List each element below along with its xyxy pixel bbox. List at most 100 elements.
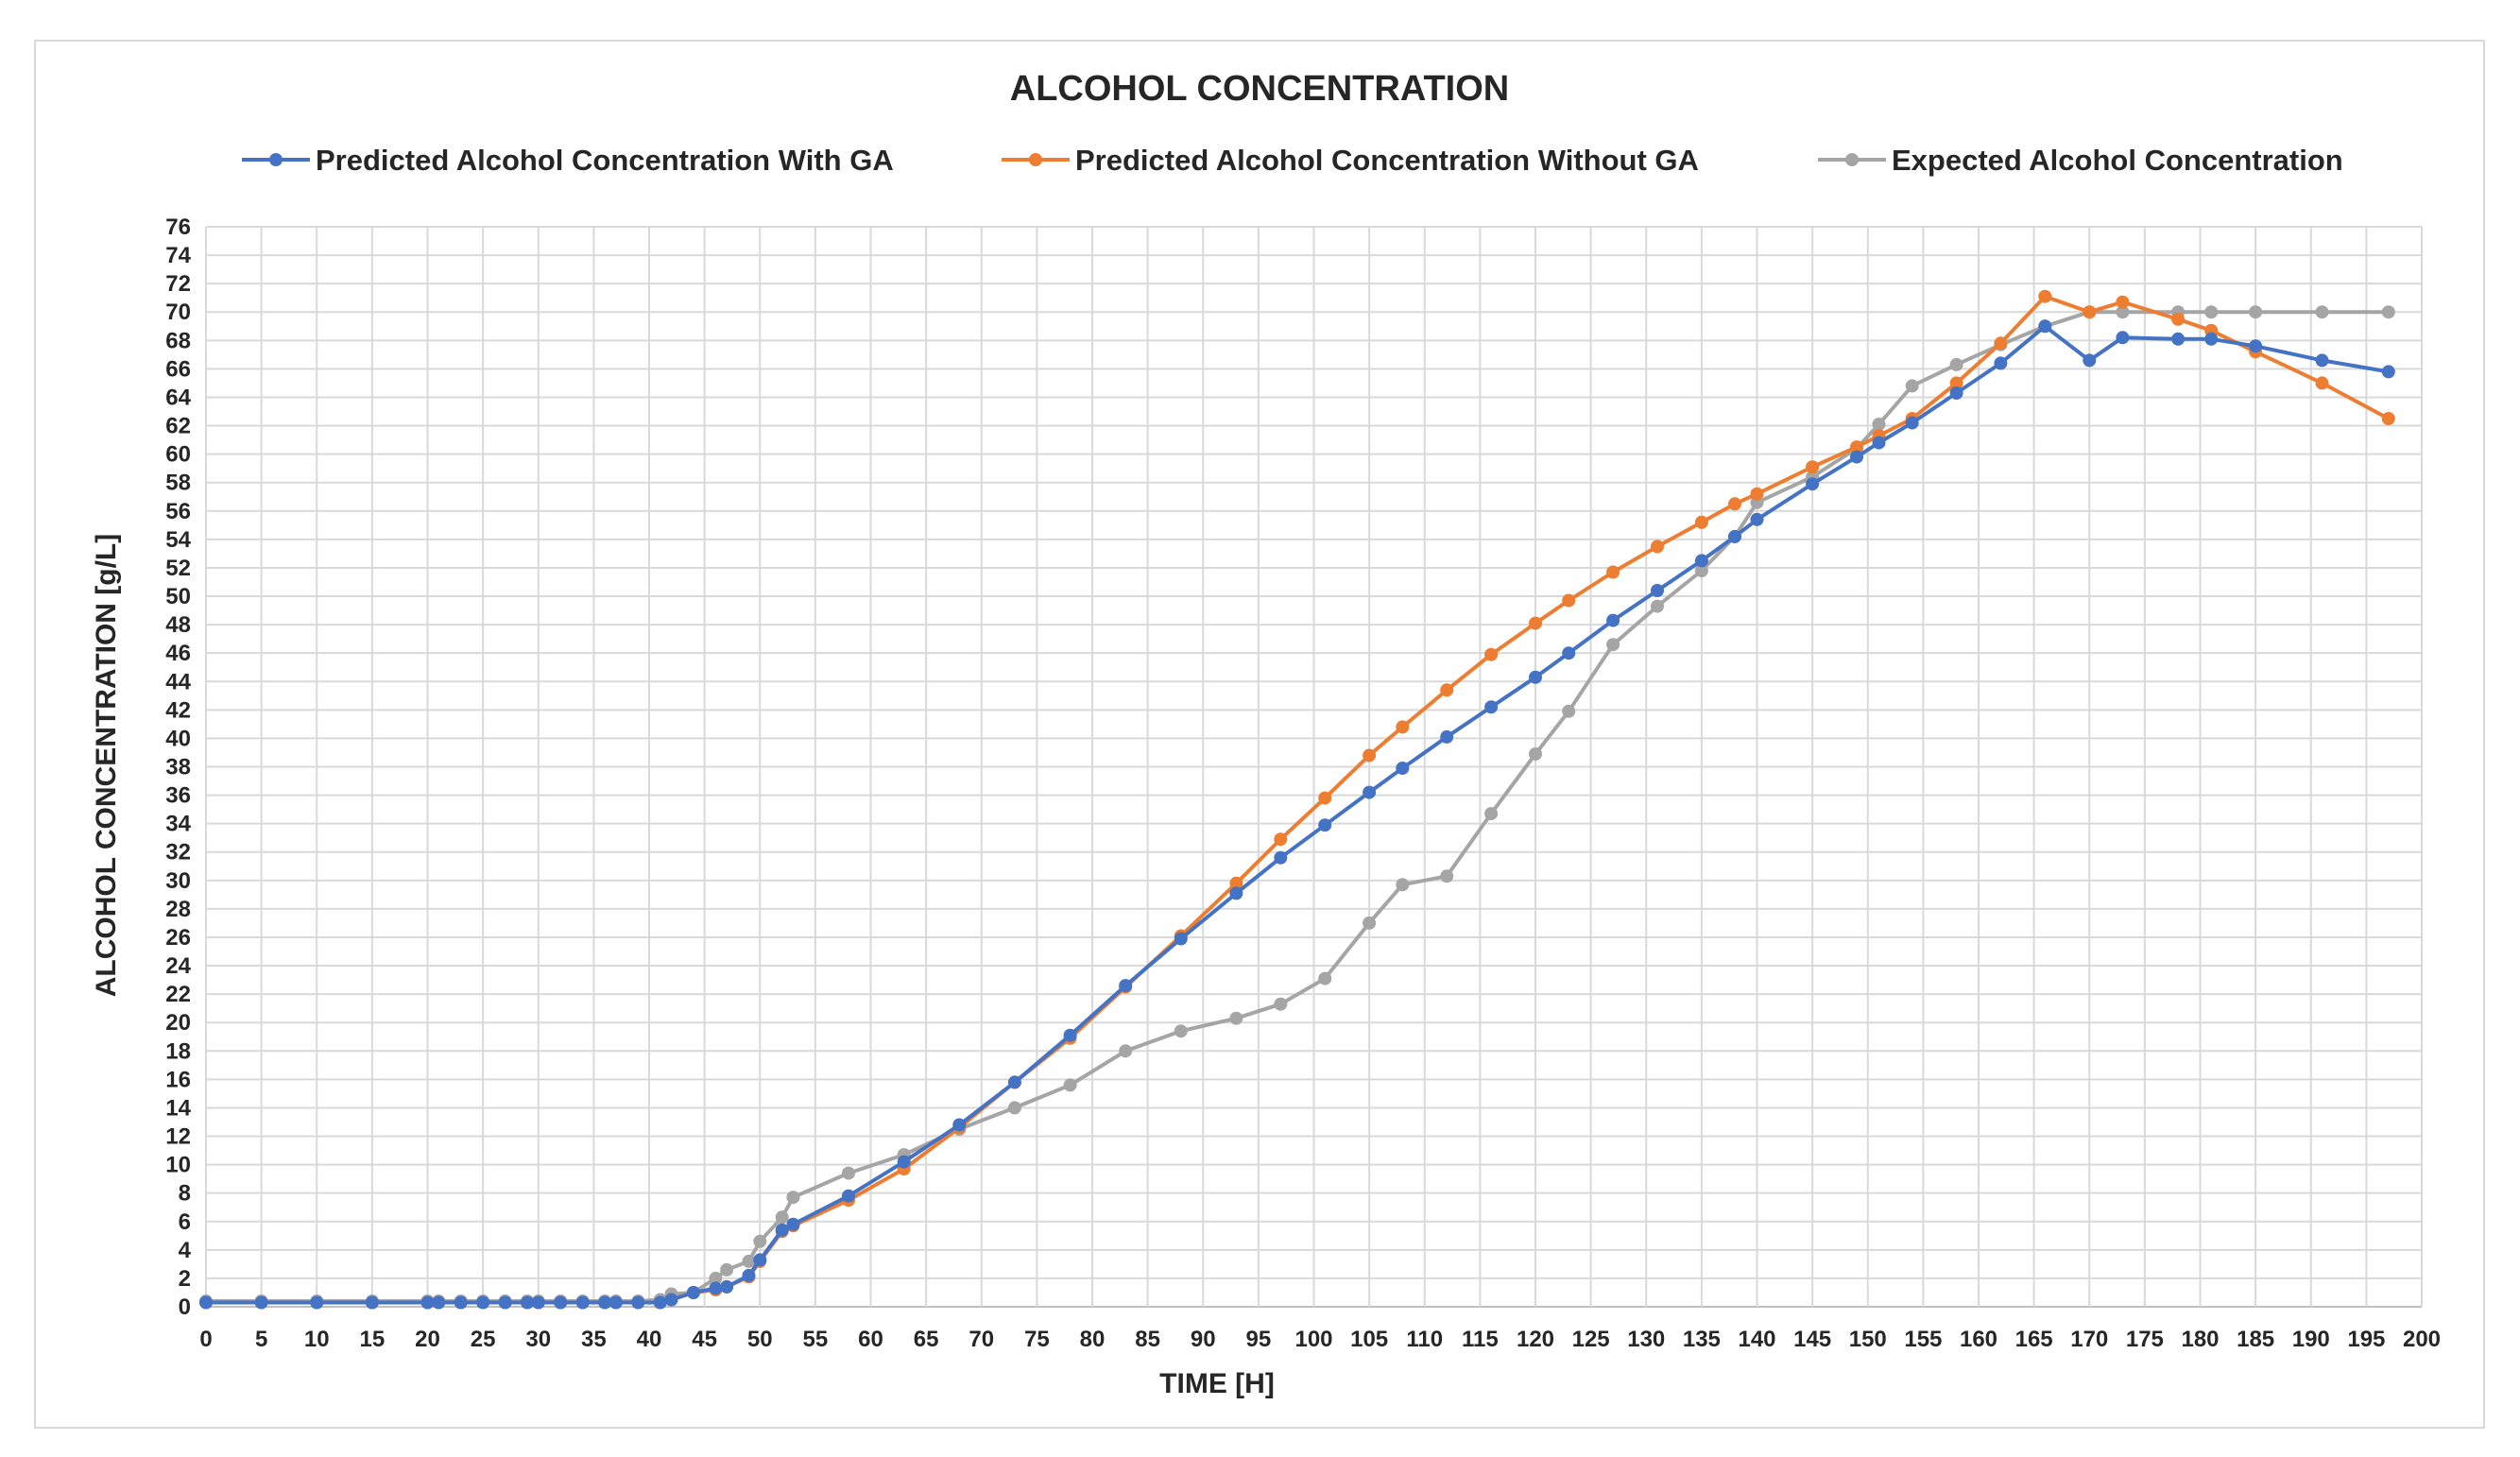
data-point bbox=[254, 1295, 268, 1310]
y-tick-label: 22 bbox=[165, 982, 191, 1007]
y-tick-label: 44 bbox=[165, 669, 191, 694]
y-tick-label: 14 bbox=[165, 1095, 191, 1121]
data-point bbox=[2381, 305, 2395, 319]
data-point bbox=[2038, 289, 2052, 303]
y-tick-label: 54 bbox=[165, 527, 191, 553]
x-tick-label: 70 bbox=[969, 1327, 994, 1352]
y-tick-label: 76 bbox=[165, 214, 191, 240]
data-point bbox=[753, 1234, 767, 1248]
data-point bbox=[742, 1268, 756, 1282]
data-point bbox=[842, 1166, 855, 1180]
data-point bbox=[1949, 386, 1963, 400]
data-point bbox=[1905, 416, 1919, 430]
series-with-ga-line bbox=[206, 324, 2390, 1305]
x-tick-label: 100 bbox=[1294, 1327, 1332, 1352]
data-point bbox=[2315, 305, 2329, 319]
x-tick-label: 0 bbox=[199, 1327, 212, 1352]
data-point bbox=[1606, 565, 1620, 579]
data-point bbox=[2315, 376, 2329, 390]
data-point bbox=[1694, 554, 1708, 568]
y-tick-label: 36 bbox=[165, 783, 191, 809]
data-point bbox=[1007, 1075, 1021, 1089]
series-lines bbox=[199, 289, 2395, 1310]
data-point bbox=[1728, 497, 1741, 511]
y-tick-label: 68 bbox=[165, 328, 191, 353]
data-point bbox=[1905, 379, 1919, 393]
data-point bbox=[720, 1262, 734, 1277]
data-point bbox=[310, 1295, 324, 1310]
x-tick-label: 140 bbox=[1738, 1327, 1775, 1352]
y-tick-label: 12 bbox=[165, 1124, 191, 1150]
data-point bbox=[1174, 1024, 1188, 1038]
legend-label-with-ga: Predicted Alcohol Concentration With GA bbox=[316, 144, 894, 177]
x-tick-label: 85 bbox=[1135, 1327, 1160, 1352]
x-axis-title: TIME [H] bbox=[1159, 1368, 1275, 1399]
data-point bbox=[1694, 515, 1708, 529]
x-tick-label: 50 bbox=[747, 1327, 773, 1352]
x-tick-label: 75 bbox=[1024, 1327, 1050, 1352]
data-point bbox=[1119, 979, 1133, 993]
y-tick-label: 4 bbox=[179, 1238, 192, 1263]
x-tick-label: 95 bbox=[1246, 1327, 1272, 1352]
y-tick-label: 16 bbox=[165, 1067, 191, 1092]
legend-item-with-ga[interactable]: Predicted Alcohol Concentration With GA bbox=[242, 144, 894, 177]
chart-frame bbox=[34, 40, 2485, 1429]
data-point bbox=[1949, 357, 1963, 371]
data-point bbox=[2315, 353, 2329, 368]
x-tick-label: 15 bbox=[360, 1327, 386, 1352]
data-point bbox=[598, 1295, 612, 1310]
data-point bbox=[1806, 477, 1820, 491]
x-tick-label: 35 bbox=[581, 1327, 607, 1352]
y-tick-label: 70 bbox=[165, 300, 191, 325]
data-point bbox=[664, 1293, 678, 1307]
y-tick-label: 30 bbox=[165, 868, 191, 894]
y-tick-label: 50 bbox=[165, 584, 191, 609]
data-point bbox=[1606, 613, 1620, 627]
y-axis-title: ALCOHOL CONCENTRATION [g/L] bbox=[91, 534, 122, 998]
data-point bbox=[554, 1295, 568, 1310]
data-point bbox=[753, 1253, 767, 1267]
x-tick-label: 160 bbox=[1960, 1327, 1997, 1352]
x-tick-label: 45 bbox=[692, 1327, 717, 1352]
data-point bbox=[432, 1295, 446, 1310]
legend-marker-with-ga bbox=[269, 153, 283, 166]
y-tick-label: 6 bbox=[179, 1209, 191, 1235]
x-tick-label: 180 bbox=[2181, 1327, 2219, 1352]
chart-title: ALCOHOL CONCENTRATION bbox=[1010, 69, 1509, 109]
data-point bbox=[1363, 785, 1377, 799]
x-tick-label: 20 bbox=[415, 1327, 440, 1352]
legend-item-expected[interactable]: Expected Alcohol Concentration bbox=[1818, 144, 2343, 177]
data-point bbox=[2083, 353, 2097, 368]
x-tick-label: 65 bbox=[914, 1327, 939, 1352]
data-point bbox=[786, 1217, 800, 1231]
data-point bbox=[1396, 762, 1410, 775]
data-point bbox=[1274, 850, 1288, 865]
data-point bbox=[1994, 356, 2008, 370]
x-tick-label: 150 bbox=[1849, 1327, 1887, 1352]
x-tick-label: 190 bbox=[2292, 1327, 2330, 1352]
data-point bbox=[1850, 450, 1863, 464]
data-point bbox=[1318, 791, 1332, 805]
x-tick-label: 110 bbox=[1406, 1327, 1443, 1352]
data-point bbox=[2381, 365, 2395, 379]
data-point bbox=[1229, 886, 1243, 900]
x-tick-label: 165 bbox=[2015, 1327, 2053, 1352]
legend-item-without-ga[interactable]: Predicted Alcohol Concentration Without … bbox=[1002, 144, 1699, 177]
data-point bbox=[1229, 1011, 1243, 1025]
y-tick-label: 58 bbox=[165, 471, 191, 496]
data-point bbox=[476, 1295, 490, 1310]
legend-label-expected: Expected Alcohol Concentration bbox=[1892, 144, 2343, 177]
data-point bbox=[1007, 1101, 1021, 1115]
x-tick-label: 60 bbox=[858, 1327, 883, 1352]
data-point bbox=[1651, 599, 1664, 613]
y-tick-label: 40 bbox=[165, 726, 191, 751]
data-point bbox=[1850, 440, 1863, 454]
x-tick-label: 10 bbox=[304, 1327, 330, 1352]
x-tick-label: 130 bbox=[1627, 1327, 1665, 1352]
data-point bbox=[420, 1295, 435, 1310]
x-tick-label: 25 bbox=[471, 1327, 496, 1352]
data-point bbox=[2171, 332, 2186, 346]
series-with-ga bbox=[199, 319, 2395, 1310]
x-tick-label: 40 bbox=[637, 1327, 662, 1352]
